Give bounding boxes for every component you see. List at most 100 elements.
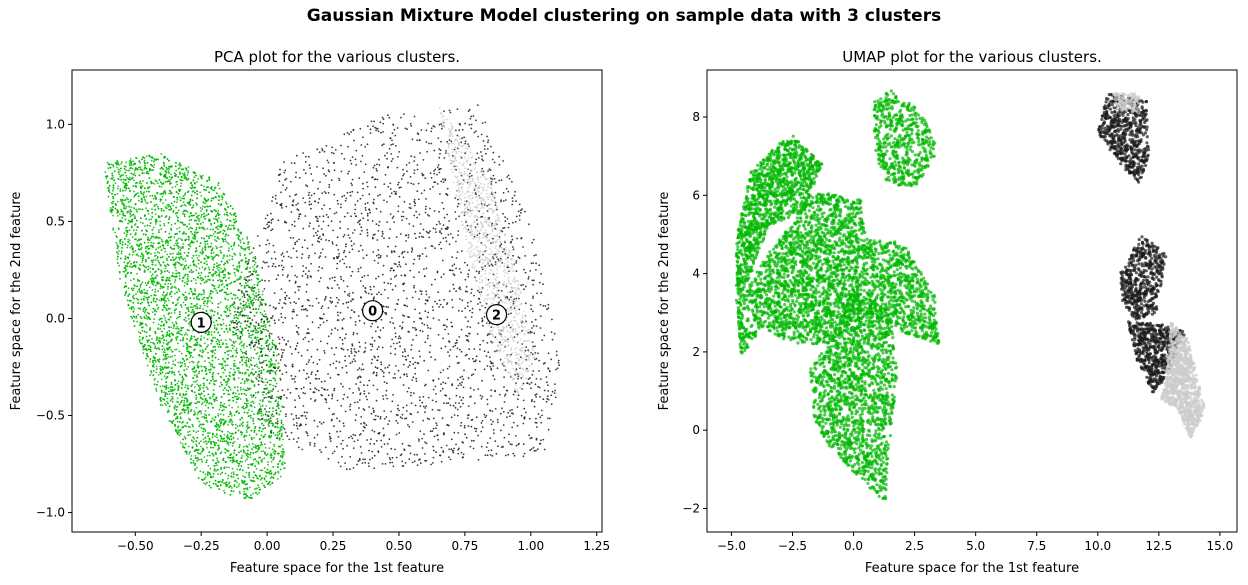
data-point xyxy=(216,228,219,231)
data-point xyxy=(160,153,163,155)
data-point xyxy=(245,361,247,364)
data-point xyxy=(213,222,216,225)
data-point xyxy=(235,401,238,404)
data-point xyxy=(240,350,243,353)
data-point xyxy=(191,233,194,235)
data-point xyxy=(160,320,163,323)
data-point xyxy=(193,386,196,388)
data-point xyxy=(257,327,259,330)
data-point xyxy=(246,266,249,268)
data-point xyxy=(127,181,130,183)
data-point xyxy=(235,347,238,350)
data-point xyxy=(192,370,195,373)
data-point xyxy=(219,381,222,384)
data-point xyxy=(158,229,160,231)
data-point xyxy=(118,178,120,181)
data-point xyxy=(200,445,202,448)
data-point xyxy=(183,172,186,174)
data-point xyxy=(238,266,241,269)
data-point xyxy=(217,473,219,475)
data-point xyxy=(227,226,230,229)
data-point xyxy=(116,211,119,214)
data-point xyxy=(199,207,202,209)
data-point xyxy=(195,282,197,285)
data-point xyxy=(152,300,155,303)
data-point xyxy=(248,409,250,411)
data-point xyxy=(228,438,231,440)
data-point xyxy=(222,322,225,325)
data-point xyxy=(214,356,217,359)
data-point xyxy=(177,330,180,333)
data-point xyxy=(175,191,178,194)
data-point xyxy=(182,445,185,448)
data-point xyxy=(270,333,273,335)
data-point xyxy=(234,307,237,310)
data-point xyxy=(174,423,176,426)
data-point xyxy=(212,251,215,254)
data-point xyxy=(244,439,246,441)
data-point xyxy=(183,401,186,404)
data-point xyxy=(144,164,146,167)
data-point xyxy=(282,426,285,429)
data-point xyxy=(234,386,236,389)
data-point xyxy=(255,339,258,341)
data-point xyxy=(208,331,211,333)
data-point xyxy=(117,253,119,255)
data-point xyxy=(164,170,167,172)
data-point xyxy=(174,384,177,386)
data-point xyxy=(160,210,163,212)
data-point xyxy=(216,246,219,249)
data-point xyxy=(111,192,113,195)
data-point xyxy=(144,311,146,314)
data-point xyxy=(218,363,221,365)
data-point xyxy=(213,469,216,472)
data-point xyxy=(145,284,148,287)
data-point xyxy=(232,476,235,478)
data-point xyxy=(246,458,249,461)
data-point xyxy=(203,304,206,307)
data-point xyxy=(202,308,205,310)
data-point xyxy=(184,257,186,260)
data-point xyxy=(176,420,179,423)
data-point xyxy=(220,467,223,469)
data-point xyxy=(263,477,266,480)
data-point xyxy=(162,358,165,361)
data-point xyxy=(117,171,120,174)
data-point xyxy=(138,174,141,177)
data-point xyxy=(199,251,202,254)
data-point xyxy=(259,311,262,314)
data-point xyxy=(183,369,186,372)
data-point xyxy=(190,194,193,197)
data-point xyxy=(148,218,151,221)
data-point xyxy=(181,257,184,259)
data-point xyxy=(210,446,212,449)
data-point xyxy=(249,453,252,456)
data-point xyxy=(257,288,260,291)
data-point xyxy=(136,243,138,246)
data-point xyxy=(272,415,275,417)
data-point xyxy=(215,470,217,472)
data-point xyxy=(229,305,232,308)
data-point xyxy=(186,225,189,228)
data-point xyxy=(266,387,268,390)
data-point xyxy=(151,232,154,235)
data-point xyxy=(215,245,217,248)
data-point xyxy=(239,386,242,389)
data-point xyxy=(118,250,120,252)
data-point xyxy=(201,416,204,418)
data-point xyxy=(171,355,174,358)
data-point xyxy=(244,276,246,279)
data-point xyxy=(185,409,188,411)
data-point xyxy=(246,305,248,307)
data-point xyxy=(201,208,204,210)
data-point xyxy=(151,263,154,266)
data-point xyxy=(212,336,215,339)
data-point xyxy=(177,401,180,403)
data-point xyxy=(143,269,146,272)
data-point xyxy=(185,264,188,267)
data-point xyxy=(265,396,267,399)
data-point xyxy=(197,389,200,392)
data-point xyxy=(200,195,203,197)
data-point xyxy=(157,374,160,376)
data-point xyxy=(276,431,279,434)
